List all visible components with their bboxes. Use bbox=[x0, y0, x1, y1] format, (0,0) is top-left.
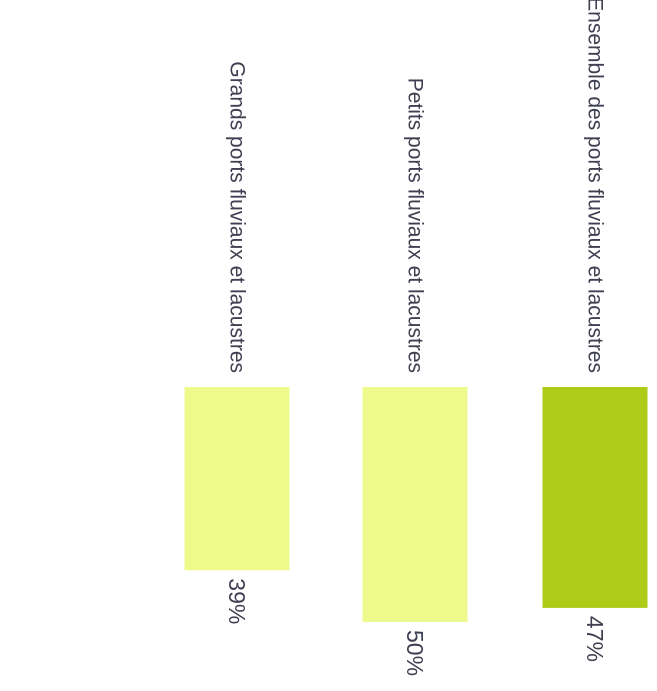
category-label-2: Petits ports fluviaux et lacustres bbox=[404, 78, 427, 373]
category-label-3: Ensemble des ports fluviaux et lacustres bbox=[584, 0, 607, 373]
bar-1 bbox=[184, 387, 290, 571]
bars-group bbox=[184, 387, 648, 622]
value-label-2: 50% bbox=[402, 630, 428, 676]
bar-2 bbox=[362, 387, 468, 622]
category-label-1: Grands ports fluviaux et lacustres bbox=[226, 61, 249, 373]
category-labels-group: Grands ports fluviaux et lacustres Petits… bbox=[226, 0, 607, 373]
value-label-3: 47% bbox=[582, 616, 608, 662]
value-label-1: 39% bbox=[224, 578, 250, 624]
value-labels-group: 39% 50% 47% bbox=[224, 578, 608, 676]
bar-3 bbox=[542, 387, 648, 608]
